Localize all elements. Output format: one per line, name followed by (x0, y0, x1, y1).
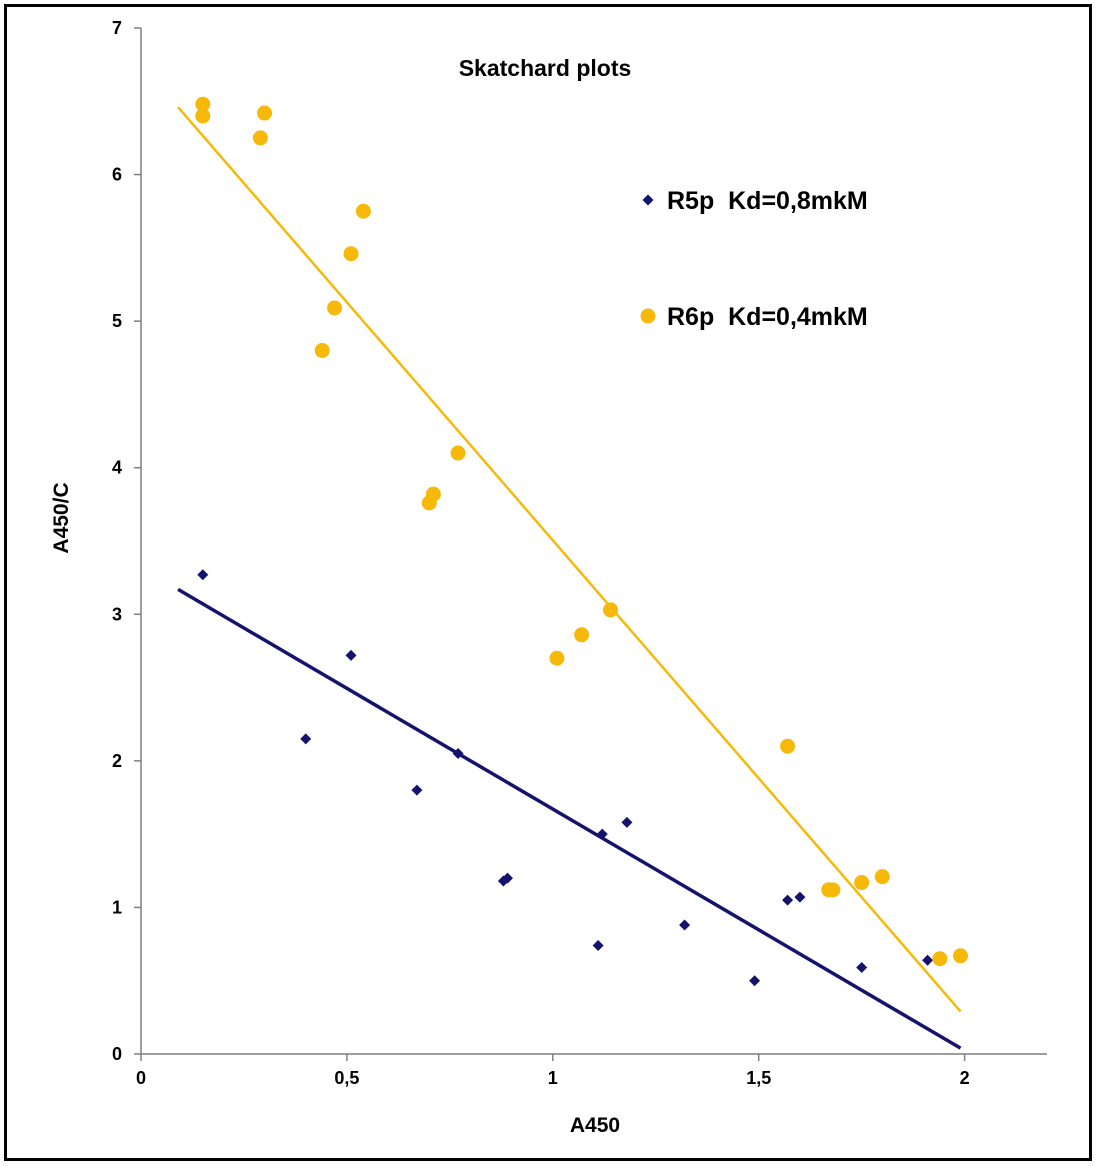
data-point-series-2 (874, 869, 890, 885)
data-point-series-1 (197, 569, 209, 581)
data-point-series-2 (252, 130, 268, 146)
y-axis-title: A450/C (50, 482, 73, 553)
data-point-series-1 (345, 649, 357, 661)
data-point-series-2 (257, 105, 273, 121)
data-point-series-2 (195, 96, 211, 112)
data-point-series-2 (314, 342, 330, 358)
data-point-series-1 (592, 940, 604, 952)
legend: R5p Kd=0,8mkM R6p Kd=0,4mkM (640, 187, 868, 331)
data-point-series-2 (932, 951, 948, 967)
data-point-series-1 (794, 891, 806, 903)
y-tick-label: 3 (112, 604, 122, 624)
data-point-series-2 (953, 948, 969, 964)
data-point-series-1 (749, 975, 761, 987)
x-tick-label: 2 (960, 1068, 970, 1088)
data-point-series-1 (411, 784, 423, 796)
data-point-series-1 (856, 962, 868, 974)
x-tick-label: 0,5 (334, 1068, 359, 1088)
data-point-series-2 (195, 108, 211, 124)
data-point-series-2 (450, 445, 466, 461)
trendline-series-1 (177, 587, 962, 1050)
x-tick-label: 0 (136, 1068, 146, 1088)
data-points (195, 96, 969, 987)
legend-marker-series-1 (642, 194, 654, 206)
data-point-series-1 (621, 816, 633, 828)
data-point-series-2 (549, 650, 565, 666)
y-tick-label: 1 (112, 897, 122, 917)
chart-frame (4, 4, 1092, 1161)
data-point-series-2 (425, 486, 441, 502)
data-point-series-2 (854, 875, 870, 891)
data-point-series-1 (596, 828, 608, 840)
data-point-series-1 (922, 954, 934, 966)
legend-label-series-1: R5p Kd=0,8mkM (667, 187, 868, 215)
legend-label-series-2: R6p Kd=0,4mkM (667, 303, 868, 331)
x-tick-label: 1,5 (746, 1068, 771, 1088)
x-tick-label: 1 (548, 1068, 558, 1088)
data-point-series-1 (679, 919, 691, 931)
data-point-series-1 (300, 733, 312, 745)
trendlines (177, 106, 962, 1050)
trendline-series-2 (177, 106, 962, 1013)
y-tick-label: 6 (112, 165, 122, 185)
y-tick-label: 0 (112, 1044, 122, 1064)
data-point-series-1 (782, 894, 794, 906)
data-point-series-1 (502, 872, 514, 884)
chart-axes: 0 1 2 3 4 5 6 7 0 0,5 1 1,5 2 (112, 18, 1047, 1088)
y-tick-label: 7 (112, 18, 122, 38)
x-axis-title: A450 (570, 1114, 620, 1137)
data-point-series-2 (574, 627, 590, 643)
data-point-series-2 (343, 246, 359, 262)
y-tick-label: 5 (112, 311, 122, 331)
data-point-series-2 (825, 882, 841, 898)
data-point-series-2 (780, 738, 796, 754)
y-tick-label: 4 (112, 458, 122, 478)
data-point-series-2 (355, 203, 371, 219)
data-point-series-2 (602, 602, 618, 618)
data-point-series-1 (452, 748, 464, 760)
data-point-series-2 (327, 300, 343, 316)
y-tick-label: 2 (112, 751, 122, 771)
chart-title: Skatchard plots (459, 55, 632, 81)
legend-marker-series-2 (640, 308, 656, 324)
